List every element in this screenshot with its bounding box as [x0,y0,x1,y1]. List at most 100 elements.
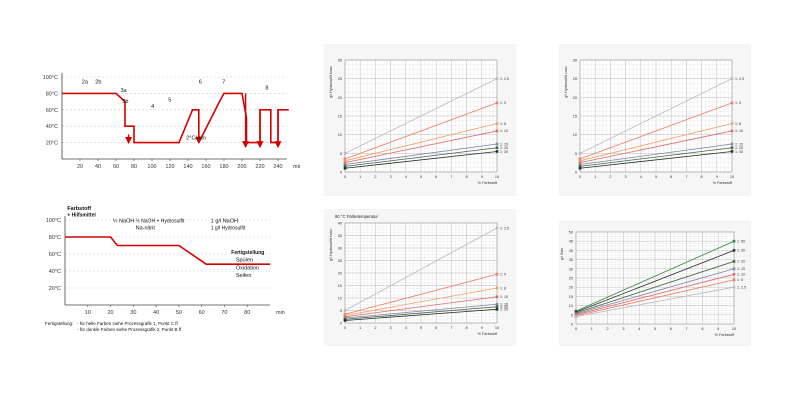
ratio-chart-1: 0 1 2 3 4 5 6 7 8 9 10 0 5 10 15 20 25 30 % Farbstoff g/l H… [325,45,515,195]
series-line [575,268,735,315]
series-label: 1: 15 [737,267,745,271]
series-label: 1: 30 [737,249,745,253]
x-tick-label: 9 [481,326,483,330]
series-label: 1: 20 [735,146,743,150]
y-tick-label: 60°C [46,108,58,114]
x-tick-label: 3 [625,175,627,179]
series-label: 1: 8 [735,122,741,126]
y-tick-label: 40°C [49,269,61,275]
y-tick-label: 0 [571,323,573,327]
y-tick-label: 25 [569,277,573,281]
x-tick-label: 60 [199,310,205,316]
series-line [344,287,498,316]
series-line [344,123,498,162]
series-start-marker [343,152,347,155]
series-line [344,130,498,164]
y-axis-label: g/l Salz [560,248,564,261]
series-end-marker [730,142,734,146]
x-tick-label: 180 [219,164,228,170]
x-tick-label: 220 [255,164,264,170]
x-tick-label: 40 [95,164,101,170]
annotation: Spülen [236,258,253,264]
series-end-marker [730,122,734,125]
x-tick-label: 5 [654,327,656,331]
y-tick-label: 10 [338,297,342,301]
series-line [344,308,498,321]
x-tick-label: 1 [359,326,361,330]
x-tick-label: 2 [374,175,376,179]
y-tick-label: 20 [569,286,573,290]
x-tick-label: 1 [591,327,593,331]
series-line [344,303,498,319]
x-tick-label: 80 [131,164,137,170]
series-label: 1: 10 [735,129,743,133]
series-end-marker [495,77,499,80]
y-tick-label: 15 [338,284,342,288]
series-label: 1: 15 [500,303,508,307]
y-tick-label: 10 [569,304,573,308]
x-tick-label: 8 [466,175,468,179]
x-tick-label: 20 [77,164,83,170]
series-label: 1: 15 [735,142,743,146]
x-tick-label: 40 [153,310,159,316]
x-tick-label: 9 [481,175,483,179]
x-unit-label: min [293,164,300,170]
footnote: - für dunkle Farben siehe Prozessgrafik … [77,327,182,332]
x-tick-label: 5 [655,175,657,179]
annotation: 1 g/l NaOH [211,219,238,225]
x-tick-label: 140 [183,164,192,170]
series-line [575,279,735,317]
x-tick-label: 7 [450,175,452,179]
y-tick-label: 0 [575,171,577,175]
x-tick-label: 3 [390,175,392,179]
series-end-marker [730,146,734,150]
y-tick-label: 15 [569,295,573,299]
series-end-marker [730,150,734,153]
y-tick-label: 20°C [49,286,61,292]
x-tick-label: 3 [622,327,624,331]
x-tick-label: 6 [670,327,672,331]
x-tick-label: 6 [435,175,437,179]
series-label: 1: 20 [737,260,745,264]
annotation: 1 g/l Hydrosulfit [211,225,246,231]
annotation: 8 [265,85,268,91]
x-unit-label: min [276,310,285,316]
chart-header: 80 °C Färbetemperatur [335,214,378,219]
series-line [579,143,733,165]
series-start-marker [578,152,582,155]
series-start-marker [578,161,582,164]
series-start-marker [343,157,347,161]
series-label: 1: 2,5 [500,226,509,230]
x-tick-label: 160 [201,164,210,170]
y-tick-label: 100°C [43,75,58,81]
series-line [344,306,498,320]
series-line [575,273,735,316]
series-label: 1: 2,5 [735,77,744,81]
plot-border [579,59,733,173]
y-tick-label: 25 [338,77,342,81]
y-tick-label: 40 [338,222,342,226]
series-start-marker [578,157,582,161]
series-label: 1: 30 [500,308,508,312]
y-axis-label: g/l Hydrosulfit konz [329,66,333,98]
ratio-chart-4: 0 1 2 3 4 5 6 7 8 9 10 0 5 10 15 20 25 30 35 40 45 50% Farbst… [560,222,750,345]
x-tick-label: 10 [495,326,499,330]
annotation: 2b [95,80,101,86]
annotation: Farbstoff [67,206,91,212]
series-start-marker [578,163,582,166]
series-line [579,123,733,162]
annotation: 6 [199,80,202,86]
y-axis-label: g/l Hydrosulfit conc [564,66,568,98]
y-tick-label: 35 [569,258,573,262]
series-label: 1: 8 [500,122,506,126]
series-start-marker [343,166,347,170]
series-label: 1: 10 [737,273,745,277]
x-tick-label: 120 [165,164,174,170]
annotation: ½ NaOH + Hydrosulfit [136,218,185,225]
series-end-marker [495,226,499,230]
series-end-marker [495,302,499,306]
x-tick-label: 60 [113,164,119,170]
series-end-marker [495,305,499,309]
series-start-marker [343,159,347,163]
series-end-marker [495,272,499,276]
